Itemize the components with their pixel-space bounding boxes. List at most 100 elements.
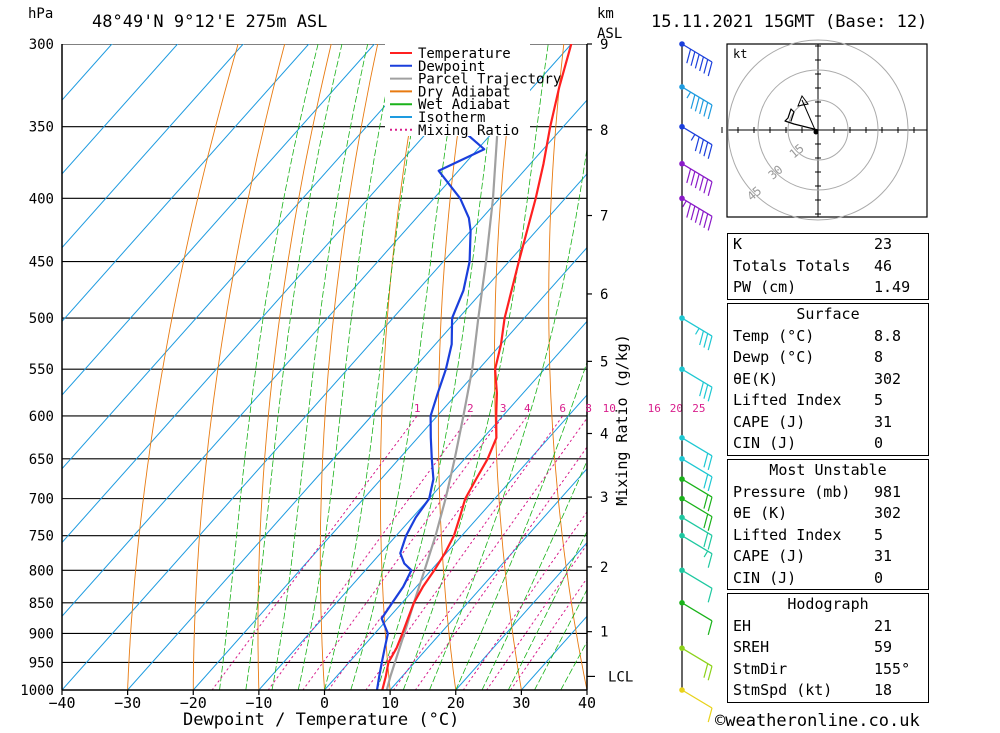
hodo-label: StmSpd (kt)	[733, 681, 833, 699]
wind-barb-staff	[681, 43, 713, 63]
mu-value: 0	[874, 568, 884, 587]
wet-adiabat-line	[507, 530, 587, 690]
wind-barb-feather	[707, 61, 713, 77]
mu-value: 981	[874, 482, 902, 501]
location-title: 48°49'N 9°12'E 275m ASL	[92, 12, 328, 32]
wind-barb-feather	[703, 532, 709, 548]
pressure-tick-label: 350	[29, 120, 54, 136]
hodograph-storm-vector	[801, 99, 817, 133]
isotherm-line	[62, 44, 572, 618]
pressure-tick-label: 450	[29, 255, 54, 271]
wind-barb-feather	[707, 104, 713, 120]
surface-value: 302	[874, 369, 902, 388]
wet-adiabat-line	[271, 44, 369, 690]
index-label: K	[733, 235, 743, 253]
wind-barb-staff	[681, 647, 713, 667]
dry-adiabat-line	[936, 44, 1000, 690]
hodo-value: 21	[874, 616, 893, 635]
x-tick-label: 10	[381, 694, 399, 712]
surface-box: Surface Temp (°C) 8.8 Dewp (°C) 8 θE(K) 302…	[727, 303, 929, 456]
isotherm-line	[62, 44, 244, 249]
surface-value: 0	[874, 434, 884, 452]
mixing-ratio-label: 10	[603, 402, 616, 415]
pressure-tick-label: 700	[29, 492, 54, 508]
mixing-ratio-label: 3	[500, 402, 507, 415]
wind-barb-feather	[707, 553, 713, 568]
pressure-tick-label: 400	[29, 191, 54, 207]
legend-entry: Isotherm	[418, 110, 485, 126]
isotherm-line	[389, 468, 587, 690]
wind-barb	[679, 567, 713, 603]
parcel-trajectory	[385, 44, 514, 690]
legend-entry: Temperature	[418, 46, 511, 62]
legend-entry: Dewpoint	[418, 59, 485, 75]
pressure-tick-label: 550	[29, 362, 54, 378]
mu-label: Lifted Index	[733, 525, 842, 544]
hodograph-ring	[787, 99, 849, 161]
wind-barb-feather	[694, 54, 700, 69]
wind-barb	[679, 532, 713, 568]
mixing-ratio-line	[211, 415, 418, 690]
wind-barb-dot	[679, 84, 685, 90]
wind-barb-feather	[707, 216, 713, 231]
mixing-ratio-line	[365, 415, 564, 690]
wind-barb-feather	[703, 179, 709, 194]
wind-barb-staff	[681, 126, 713, 146]
wind-barb-feather	[690, 51, 696, 66]
hodo-value: 18	[874, 681, 893, 699]
dry-adiabat-line	[257, 44, 332, 690]
wind-barb-feather	[707, 516, 713, 531]
mixing-ratio-label: 4	[524, 402, 531, 415]
wind-barb-feather	[707, 455, 713, 471]
pressure-tick-label: 650	[29, 452, 54, 468]
wind-barb-feather	[703, 333, 709, 348]
surface-label: θE(K)	[733, 369, 779, 388]
hodograph-arrowhead	[797, 94, 809, 107]
wind-barb-feather	[707, 476, 713, 492]
wind-barb-feather	[707, 335, 713, 351]
wet-adiabat-line	[376, 44, 503, 690]
wind-barb-staff	[681, 458, 713, 478]
wind-barb	[679, 195, 713, 231]
wind-barb	[679, 514, 713, 550]
hodograph-ring	[757, 69, 879, 191]
wind-barb	[679, 476, 713, 512]
wind-barb-staff	[681, 197, 713, 217]
wind-barb	[679, 687, 713, 723]
legend-entry: Dry Adiabat	[418, 84, 511, 100]
dry-adiabat-line	[437, 44, 472, 690]
index-value: 23	[874, 235, 893, 253]
pressure-tick-label: 600	[29, 409, 54, 425]
wind-barb-feather	[703, 474, 709, 489]
index-value: 46	[874, 256, 893, 275]
wind-barb-staff	[681, 602, 713, 622]
wind-barb-feather	[694, 97, 700, 112]
mu-label: CAPE (J)	[733, 547, 806, 565]
mu-label: CIN (J)	[733, 568, 797, 587]
wet-adiabat-line	[481, 459, 587, 690]
dry-adiabat-line	[548, 44, 587, 690]
indices-top-box: K 23 Totals Totals 46 PW (cm) 1.49	[727, 233, 929, 300]
hodo-value: 59	[874, 638, 893, 656]
datetime-title: 15.11.2021 15GMT (Base: 12)	[651, 12, 928, 32]
mixing-ratio-line	[302, 415, 504, 690]
most-unstable-title: Most Unstable	[769, 461, 887, 479]
wind-barb-feather	[707, 707, 713, 723]
mixing-ratio-axis-label: Mixing Ratio (g/kg)	[613, 334, 631, 506]
wet-adiabat-line	[245, 44, 343, 690]
index-value: 1.49	[874, 278, 911, 296]
wind-barb-staff	[681, 163, 713, 183]
asl-label: ASL	[597, 26, 623, 42]
wind-barb-staff	[681, 368, 713, 388]
isotherm-line	[127, 173, 587, 690]
pressure-tick-label: 300	[29, 37, 54, 53]
hodo-label: SREH	[733, 638, 770, 656]
wind-barb-feather	[682, 200, 687, 208]
wind-barb-feather	[703, 663, 709, 678]
pressure-tick-label: 1000	[20, 683, 54, 699]
hodograph-box-title: Hodograph	[787, 595, 869, 613]
isotherm-line	[62, 44, 310, 323]
wind-barb-staff	[681, 437, 713, 457]
